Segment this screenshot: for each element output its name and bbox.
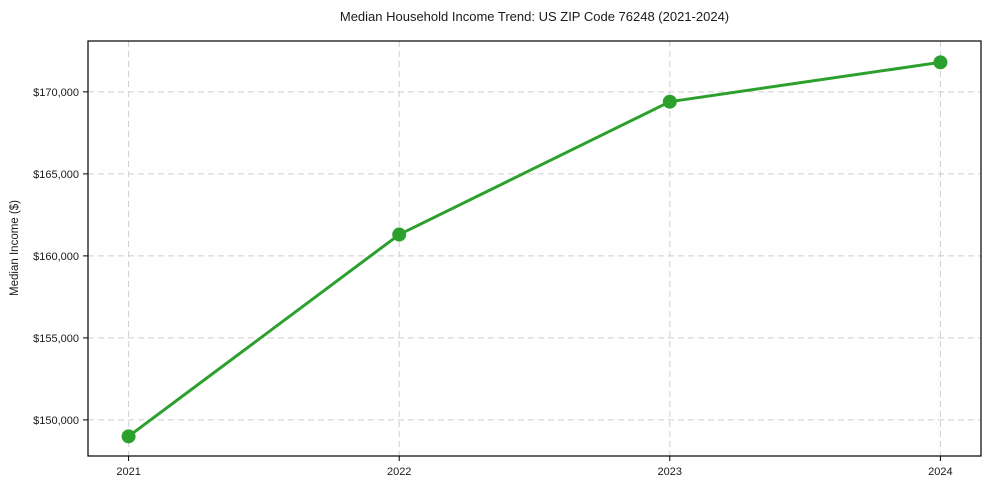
data-point — [933, 55, 948, 70]
y-tick-label: $155,000 — [33, 333, 79, 345]
chart-title: Median Household Income Trend: US ZIP Co… — [339, 9, 730, 24]
x-tick-label: 2022 — [387, 466, 411, 478]
trend-line — [127, 60, 942, 438]
plot-border — [87, 40, 982, 457]
data-point — [662, 94, 677, 109]
x-tick-label: 2023 — [658, 466, 682, 478]
y-tick-label: $170,000 — [33, 87, 79, 99]
data-point — [392, 227, 407, 242]
y-tick-label: $150,000 — [33, 415, 79, 427]
y-tick-label: $165,000 — [33, 169, 79, 181]
x-tick-label: 2024 — [928, 466, 952, 478]
x-tick-label: 2021 — [116, 466, 140, 478]
y-tick-label: $160,000 — [33, 251, 79, 263]
data-point — [121, 429, 136, 444]
